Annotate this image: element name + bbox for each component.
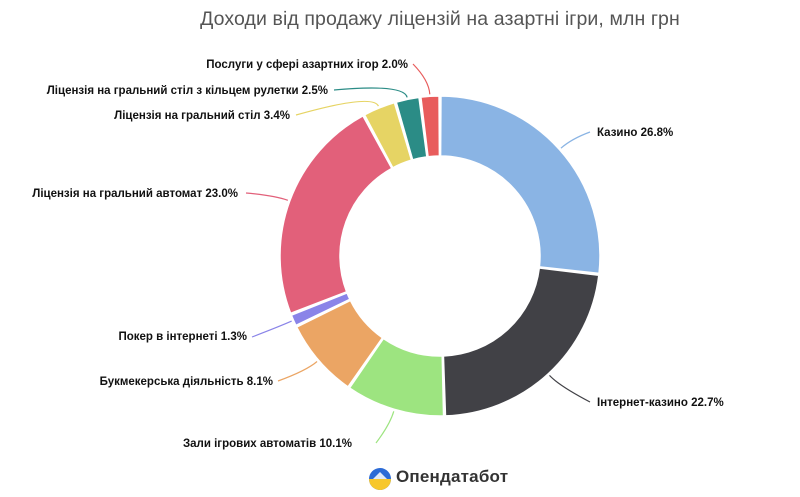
leader-line-5 <box>245 192 289 201</box>
slice-label-4: Покер в інтернеті 1.3% <box>118 331 247 343</box>
opendatabot-logo-icon <box>369 468 391 490</box>
slice-label-6: Ліцензія на гральний стіл 3.4% <box>114 110 290 122</box>
leader-line-4 <box>251 320 292 338</box>
slice-label-7: Ліцензія на гральний стіл з кільцем руле… <box>47 85 328 97</box>
leader-line-2 <box>375 411 395 444</box>
leader-lines <box>245 63 591 444</box>
slice-label-3: Букмекерська діяльність 8.1% <box>100 376 273 388</box>
leader-line-7 <box>333 87 408 98</box>
slice-1 <box>442 267 600 417</box>
slice-label-1: Інтернет-казино 22.7% <box>597 397 724 409</box>
slice-label-0: Казино 26.8% <box>597 127 673 139</box>
slice-4 <box>290 291 351 327</box>
slice-6 <box>363 101 413 169</box>
slice-labels: Казино 26.8% Інтернет-казино 22.7% Зали іг… <box>32 59 723 450</box>
slice-2 <box>348 337 445 417</box>
donut-slices <box>279 95 601 417</box>
brand-name: Опендатабот <box>396 467 509 486</box>
leader-line-6 <box>295 100 379 116</box>
slice-label-2: Зали ігрових автоматів 10.1% <box>183 438 352 450</box>
leader-line-3 <box>277 361 318 382</box>
slice-7 <box>395 96 428 161</box>
chart-title: Доходи від продажу ліцензій на азартні і… <box>200 8 680 30</box>
leader-line-8 <box>412 63 431 95</box>
leader-line-0 <box>560 131 591 149</box>
slice-0 <box>439 95 601 275</box>
slice-8 <box>420 95 441 158</box>
slice-3 <box>295 299 384 388</box>
slice-5 <box>279 114 393 315</box>
slice-label-5: Ліцензія на гральний автомат 23.0% <box>32 188 238 200</box>
leader-line-1 <box>549 374 591 403</box>
slice-label-8: Послуги у сфері азартних ігор 2.0% <box>206 59 408 71</box>
